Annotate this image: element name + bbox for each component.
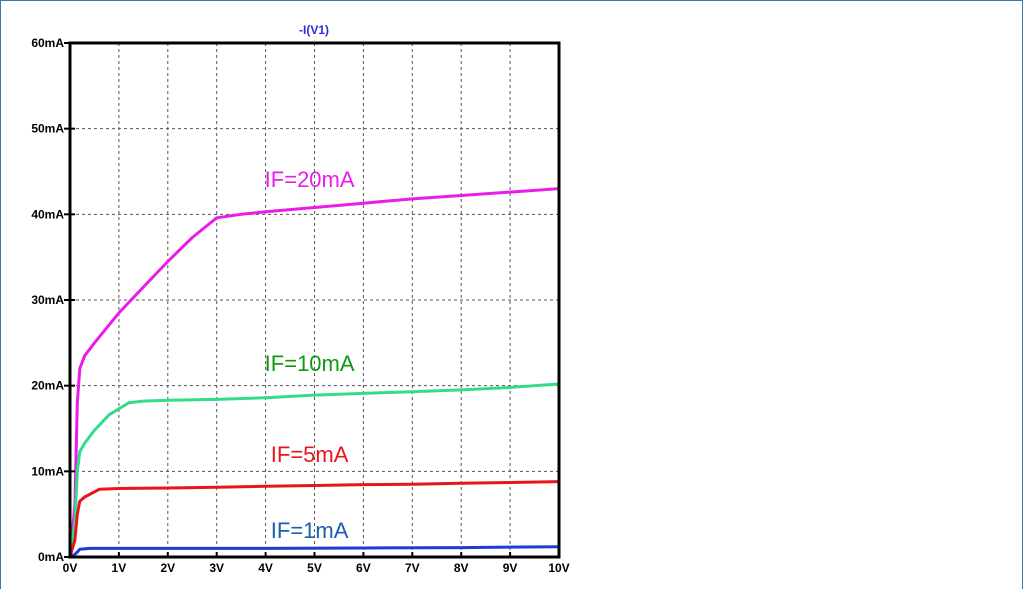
x-tick-label: 10V — [548, 561, 569, 575]
series-labels: IF=20mA IF=10mA IF=5mA IF=1mA — [265, 167, 355, 543]
x-tick-label: 7V — [405, 561, 420, 575]
x-tick-label: 3V — [209, 561, 224, 575]
x-tick-label: 8V — [454, 561, 469, 575]
series-label-0: IF=20mA — [265, 167, 355, 192]
series-line-2 — [68, 480, 561, 559]
series-label-2: IF=5mA — [271, 442, 349, 467]
x-tick-label: 2V — [160, 561, 175, 575]
series-label-1: IF=10mA — [265, 351, 355, 376]
series-label-3: IF=1mA — [271, 518, 349, 543]
x-tick-label: 1V — [112, 561, 127, 575]
y-tick-label: 30mA — [31, 293, 64, 307]
y-tick-label: 50mA — [31, 122, 64, 136]
series-line-0 — [68, 187, 561, 559]
chart-title: -I(V1) — [299, 23, 329, 37]
series-layer — [68, 187, 561, 559]
x-tick-label: 5V — [307, 561, 322, 575]
series-line-1 — [68, 382, 561, 559]
axes: 0V 1V 2V 3V 4V 5V 6V 7V 8V 9V 10V 0mA 10mA 20mA 30mA 40… — [31, 36, 569, 575]
y-tick-label: 10mA — [31, 464, 64, 478]
x-tick-label: 9V — [503, 561, 518, 575]
grid — [70, 43, 559, 557]
y-tick-label: 60mA — [31, 36, 64, 50]
y-tick-label: 0mA — [38, 550, 64, 564]
x-tick-label: 0V — [63, 561, 78, 575]
x-tick-label: 4V — [258, 561, 273, 575]
y-tick-label: 20mA — [31, 379, 64, 393]
y-tick-label: 40mA — [31, 207, 64, 221]
x-tick-label: 6V — [356, 561, 371, 575]
series-line-3 — [68, 545, 561, 559]
